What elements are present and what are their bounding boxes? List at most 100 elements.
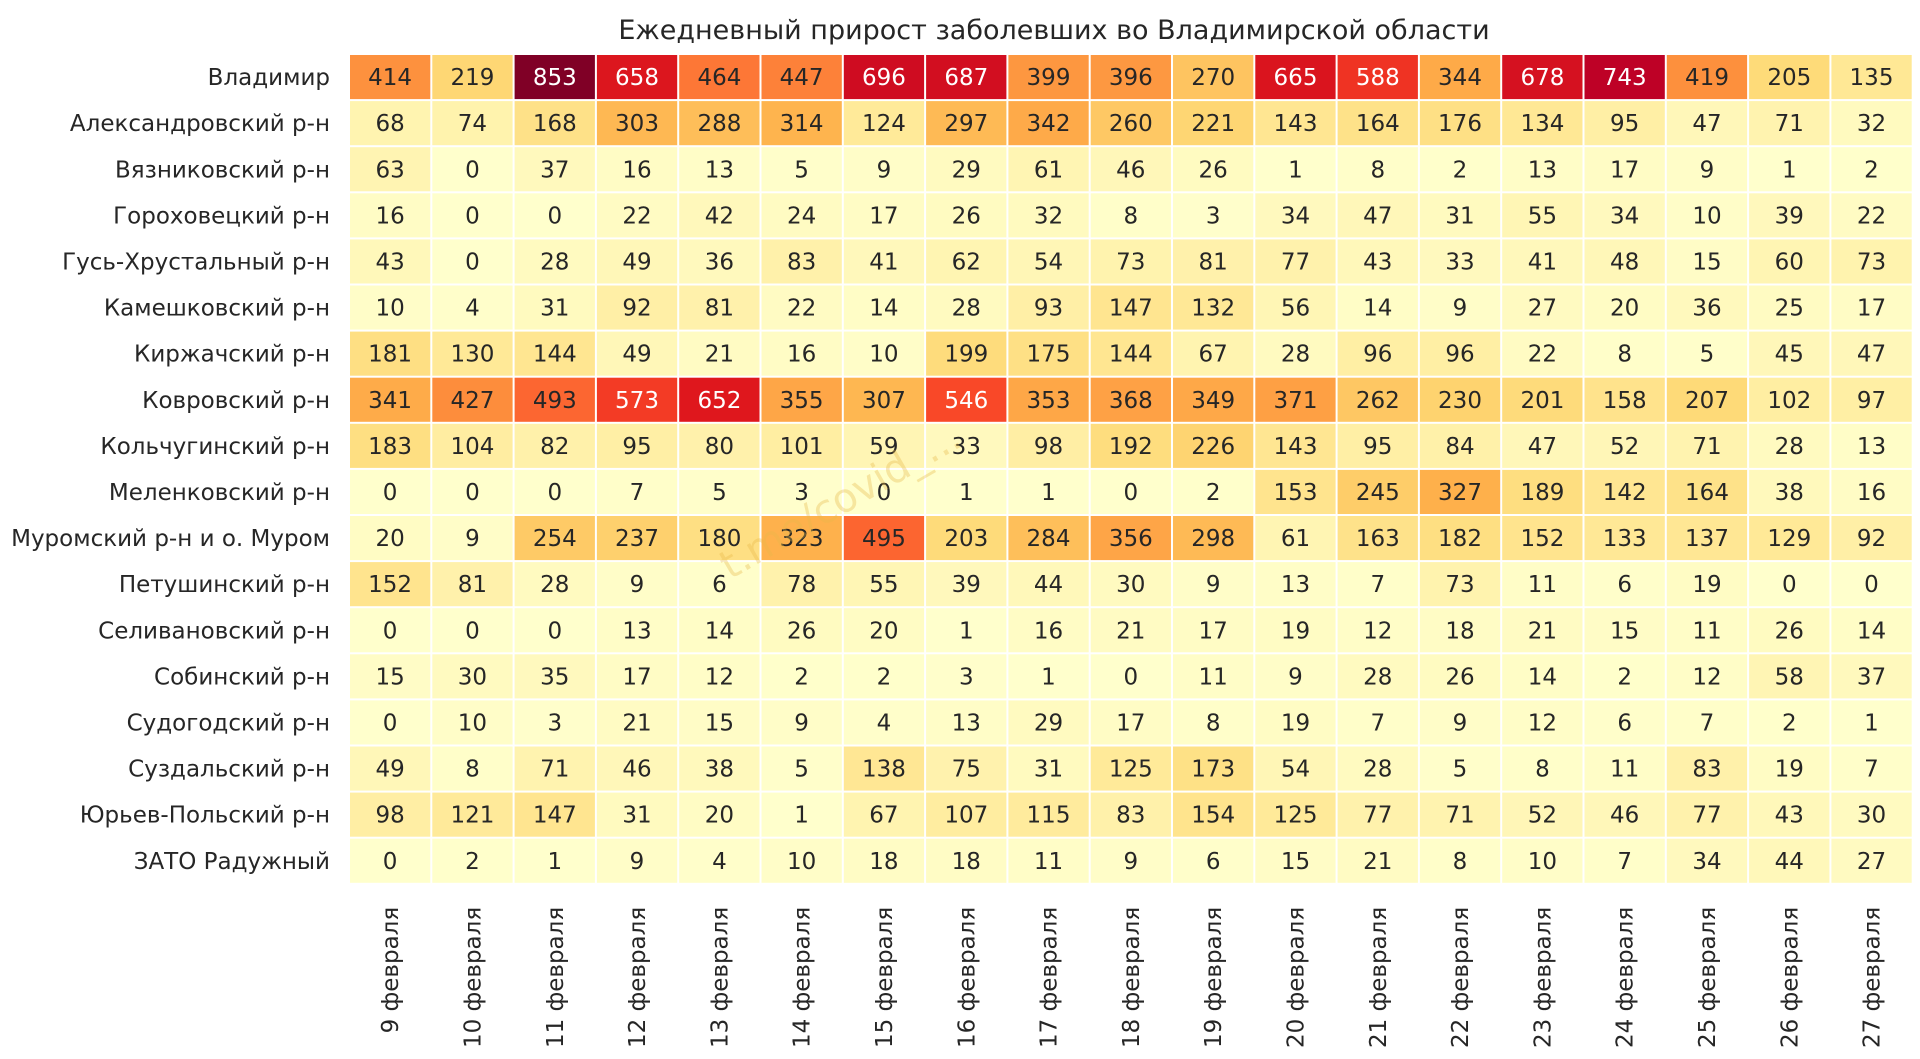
heatmap-cell xyxy=(1584,469,1665,514)
cell-value-label: 31 xyxy=(540,296,569,322)
heatmap-cell xyxy=(1337,101,1418,146)
cell-value-label: 77 xyxy=(1363,803,1392,829)
cell-value-label: 9 xyxy=(1453,296,1468,322)
heatmap-cell xyxy=(1666,101,1748,146)
cell-value-label: 16 xyxy=(1857,480,1886,506)
cell-value-label: 18 xyxy=(869,849,898,875)
cell-value-label: 67 xyxy=(869,803,898,829)
cell-value-label: 6 xyxy=(1206,849,1221,875)
cell-value-label: 356 xyxy=(1109,526,1153,552)
cell-value-label: 74 xyxy=(458,111,487,137)
heatmap-cell xyxy=(1419,608,1501,653)
heatmap-cell xyxy=(926,331,1007,376)
cell-value-label: 158 xyxy=(1603,388,1647,414)
cell-value-label: 9 xyxy=(630,572,645,598)
cell-value-label: 15 xyxy=(705,710,734,736)
heatmap-cell xyxy=(1749,285,1830,330)
heatmap-cell xyxy=(514,746,595,791)
heatmap-cell xyxy=(1419,239,1501,284)
cell-value-label: 28 xyxy=(1363,757,1392,783)
cell-value-label: 9 xyxy=(1123,849,1138,875)
heatmap-cell xyxy=(1090,516,1171,561)
heatmap-cell xyxy=(1749,423,1830,468)
heatmap-cell xyxy=(1419,654,1501,699)
cell-value-label: 67 xyxy=(1199,342,1228,368)
heatmap-cell xyxy=(679,469,760,514)
cell-value-label: 81 xyxy=(705,296,734,322)
heatmap-cell xyxy=(843,331,925,376)
heatmap-cell xyxy=(1255,423,1336,468)
heatmap-cell xyxy=(1173,792,1254,837)
heatmap-cell xyxy=(596,239,678,284)
heatmap-cell xyxy=(432,423,513,468)
heatmap-cell xyxy=(1173,654,1254,699)
heatmap-cell xyxy=(1090,193,1171,238)
heatmap-cell xyxy=(596,331,678,376)
heatmap-cell xyxy=(1502,377,1583,422)
cell-value-label: 16 xyxy=(787,342,816,368)
cell-value-label: 15 xyxy=(1692,249,1721,275)
cell-value-label: 297 xyxy=(944,111,988,137)
heatmap-cell xyxy=(350,55,431,100)
cell-value-label: 63 xyxy=(375,157,404,183)
heatmap-cell xyxy=(679,654,760,699)
heatmap-cell xyxy=(1090,654,1171,699)
heatmap-cell xyxy=(843,423,925,468)
heatmap-cell xyxy=(596,469,678,514)
cell-value-label: 9 xyxy=(465,526,480,552)
cell-value-label: 22 xyxy=(622,203,651,229)
cell-value-label: 12 xyxy=(1363,618,1392,644)
heatmap-cell xyxy=(1337,331,1418,376)
heatmap-cell xyxy=(514,423,595,468)
cell-value-label: 3 xyxy=(794,480,809,506)
cell-value-label: 22 xyxy=(1857,203,1886,229)
heatmap-cell xyxy=(1173,700,1254,745)
cell-value-label: 262 xyxy=(1356,388,1400,414)
cell-value-label: 11 xyxy=(1034,849,1063,875)
row-label: Муромский р-н и о. Муром xyxy=(11,526,330,552)
heatmap-cell xyxy=(926,239,1007,284)
heatmap-cell xyxy=(761,377,842,422)
heatmap-cell xyxy=(350,838,431,883)
cell-value-label: 18 xyxy=(952,849,981,875)
cell-value-label: 181 xyxy=(368,342,412,368)
heatmap-cell xyxy=(1502,147,1583,192)
heatmap-cell xyxy=(679,239,760,284)
cell-value-label: 98 xyxy=(375,803,404,829)
heatmap-cell xyxy=(1666,654,1748,699)
heatmap-cell xyxy=(843,469,925,514)
cell-value-label: 78 xyxy=(787,572,816,598)
column-label: 16 февраля xyxy=(954,907,980,1048)
cell-value-label: 199 xyxy=(944,342,988,368)
cell-value-label: 9 xyxy=(794,710,809,736)
cell-value-label: 588 xyxy=(1356,65,1400,91)
cell-value-label: 12 xyxy=(705,664,734,690)
column-label: 23 февраля xyxy=(1530,907,1556,1048)
cell-value-label: 368 xyxy=(1109,388,1153,414)
heatmap-cell xyxy=(514,55,595,100)
heatmap-cell xyxy=(1666,469,1748,514)
cell-value-label: 101 xyxy=(780,434,824,460)
heatmap-cell xyxy=(1419,700,1501,745)
cell-value-label: 92 xyxy=(622,296,651,322)
heatmap-cell xyxy=(1749,55,1830,100)
cell-value-label: 96 xyxy=(1445,342,1474,368)
heatmap-cell xyxy=(1008,193,1089,238)
heatmap-cell xyxy=(1337,746,1418,791)
heatmap-cell xyxy=(926,377,1007,422)
heatmap-cell xyxy=(432,239,513,284)
cell-value-label: 71 xyxy=(540,757,569,783)
cell-value-label: 0 xyxy=(465,203,480,229)
cell-value-label: 26 xyxy=(787,618,816,644)
heatmap-cell xyxy=(926,700,1007,745)
chart-title: Ежедневный прирост заболевших во Владими… xyxy=(618,15,1489,46)
heatmap-cell xyxy=(1584,331,1665,376)
cell-value-label: 130 xyxy=(450,342,494,368)
cell-value-label: 5 xyxy=(1700,342,1715,368)
heatmap-cell xyxy=(843,792,925,837)
cell-value-label: 307 xyxy=(862,388,906,414)
row-label: Ковровский р-н xyxy=(142,388,330,414)
cell-value-label: 284 xyxy=(1027,526,1071,552)
heatmap-cell xyxy=(1831,331,1912,376)
heatmap-cell xyxy=(761,469,842,514)
